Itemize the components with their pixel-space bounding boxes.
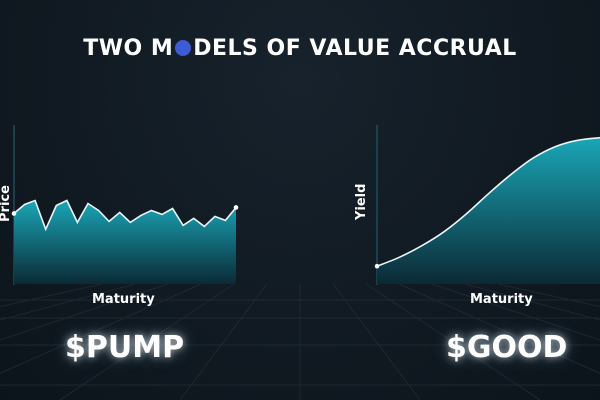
pump-ticker-label: $PUMP xyxy=(65,330,185,365)
pump-y-axis-label: Price xyxy=(0,185,13,222)
grid-line xyxy=(365,283,541,400)
pump-area xyxy=(14,200,236,284)
grid-line xyxy=(431,283,600,341)
grid-line xyxy=(497,283,600,308)
grid-line xyxy=(398,283,600,374)
grid-line xyxy=(0,283,202,374)
grid-line xyxy=(59,283,235,400)
good-area xyxy=(377,137,600,284)
pump-start-point xyxy=(11,211,17,216)
good-x-axis-label: Maturity xyxy=(470,292,533,307)
good-ticker-label: $GOOD xyxy=(446,330,568,365)
grid-line xyxy=(0,283,103,308)
good-series-line xyxy=(376,136,600,267)
grid-line xyxy=(0,283,169,341)
pump-series-line xyxy=(13,199,237,232)
grid-line xyxy=(0,283,136,321)
floor-grid xyxy=(0,283,600,400)
page-title: TWO M DELS OF VALUE ACCRUAL xyxy=(0,36,600,61)
title-part-2: DELS OF VALUE ACCRUAL xyxy=(193,36,517,61)
pump-x-axis-label: Maturity xyxy=(92,292,155,307)
title-part-1: TWO M xyxy=(83,36,174,61)
good-y-axis-label: Yield xyxy=(354,183,369,220)
grid-line xyxy=(464,283,600,321)
good-chart xyxy=(345,125,600,286)
grid-line xyxy=(179,283,268,400)
grid-line xyxy=(332,283,421,400)
pump-end-point xyxy=(233,205,239,210)
pump-chart xyxy=(0,125,268,286)
title-dot-icon xyxy=(175,40,192,56)
good-start-point xyxy=(374,263,380,269)
